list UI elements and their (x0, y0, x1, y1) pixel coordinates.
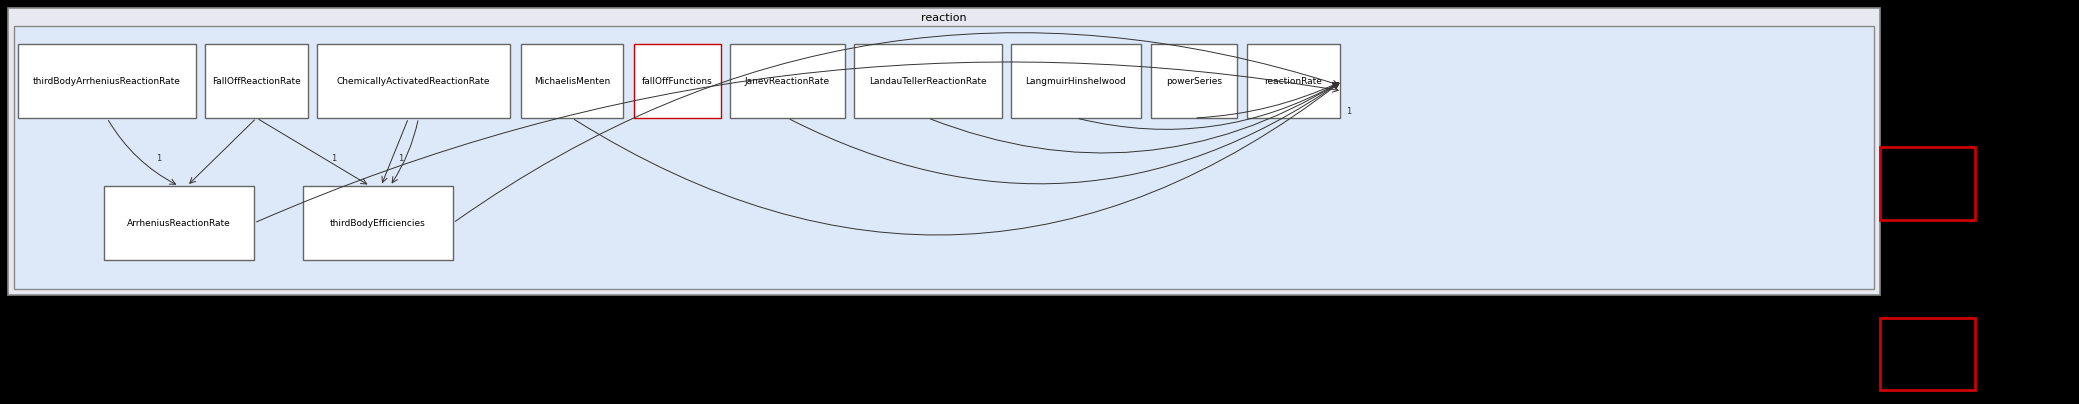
Bar (8, 8, 1879, 295)
Bar (522, 44, 624, 118)
Text: thirdBodyEfficiencies: thirdBodyEfficiencies (331, 219, 426, 227)
Bar (1879, 318, 1975, 390)
Bar (854, 44, 1002, 118)
Bar (1247, 44, 1341, 118)
Text: LandauTellerReactionRate: LandauTellerReactionRate (869, 76, 988, 86)
Text: JanevReactionRate: JanevReactionRate (744, 76, 830, 86)
Bar (304, 186, 453, 260)
Text: thirdBodyArrheniusReactionRate: thirdBodyArrheniusReactionRate (33, 76, 181, 86)
Text: 1: 1 (397, 154, 403, 163)
Text: reactionRate: reactionRate (1264, 76, 1322, 86)
Text: 1: 1 (156, 154, 162, 163)
Bar (15, 26, 1873, 289)
Bar (1879, 147, 1975, 220)
Text: 1: 1 (1345, 107, 1351, 116)
Bar (634, 44, 721, 118)
Bar (316, 44, 509, 118)
Text: reaction: reaction (921, 13, 967, 23)
Text: fallOffFunctions: fallOffFunctions (642, 76, 713, 86)
Text: powerSeries: powerSeries (1166, 76, 1222, 86)
Bar (206, 44, 308, 118)
Text: LangmuirHinshelwood: LangmuirHinshelwood (1025, 76, 1127, 86)
Text: ArrheniusReactionRate: ArrheniusReactionRate (127, 219, 231, 227)
Bar (730, 44, 844, 118)
Bar (1010, 44, 1141, 118)
Bar (104, 186, 254, 260)
Bar (1152, 44, 1237, 118)
Text: MichaelisMenten: MichaelisMenten (534, 76, 609, 86)
Text: FallOffReactionRate: FallOffReactionRate (212, 76, 301, 86)
Text: ChemicallyActivatedReactionRate: ChemicallyActivatedReactionRate (337, 76, 491, 86)
Text: 1: 1 (331, 154, 337, 163)
Bar (19, 44, 195, 118)
